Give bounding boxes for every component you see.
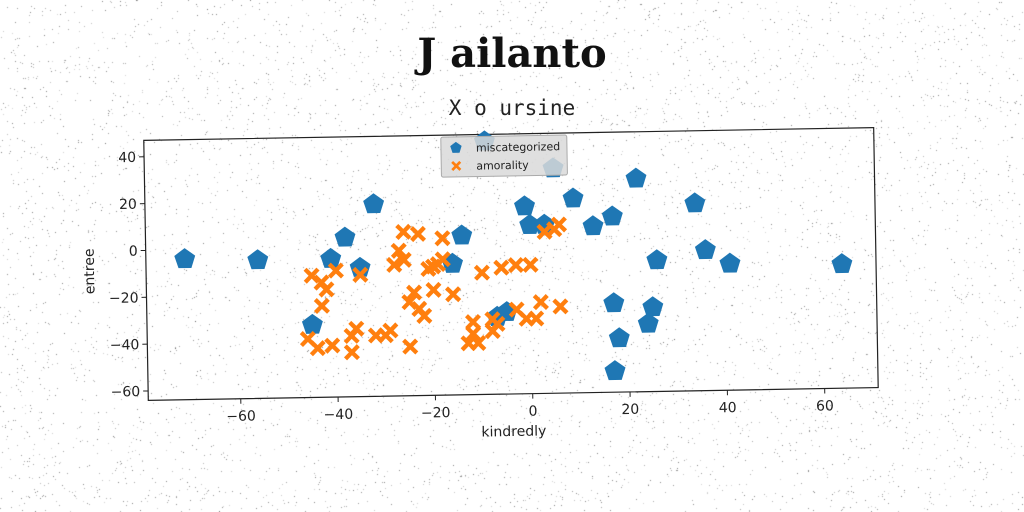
point-miscategorized xyxy=(301,313,323,334)
y-tick-label: −60 xyxy=(110,384,140,401)
point-miscategorized xyxy=(582,215,604,236)
x-tick-label: 60 xyxy=(816,398,834,414)
point-amorality xyxy=(470,334,487,352)
point-amorality xyxy=(395,223,412,240)
point-miscategorized xyxy=(562,187,584,208)
point-amorality xyxy=(465,313,482,331)
x-axis-label: kindredly xyxy=(481,423,546,440)
point-miscategorized xyxy=(642,296,664,317)
point-amorality xyxy=(352,266,369,283)
point-miscategorized xyxy=(334,226,356,247)
point-miscategorized xyxy=(604,360,626,381)
point-amorality xyxy=(313,297,330,314)
point-miscategorized xyxy=(646,249,668,270)
y-tick-label: 40 xyxy=(118,150,136,166)
point-amorality xyxy=(318,281,335,298)
point-miscategorized xyxy=(831,253,853,274)
point-amorality xyxy=(406,284,423,301)
point-amorality xyxy=(402,338,419,355)
point-miscategorized xyxy=(519,214,541,235)
point-miscategorized xyxy=(514,195,536,216)
x-axis: −60 −40 −20 0 20 40 60 xyxy=(226,388,834,425)
plot-area xyxy=(143,127,879,401)
point-amorality xyxy=(390,242,407,259)
legend: miscategorized amorality xyxy=(440,134,568,178)
x-tick-label: −40 xyxy=(323,407,353,424)
point-amorality xyxy=(473,264,491,281)
point-amorality xyxy=(550,216,568,233)
point-miscategorized xyxy=(694,239,716,260)
point-amorality xyxy=(528,310,545,327)
legend-marker xyxy=(451,160,462,171)
point-amorality xyxy=(409,225,427,243)
point-amorality xyxy=(343,344,360,361)
plot-group: −60 −40 −20 0 20 40 60 −60 −40 −20 0 20 40 miscateg… xyxy=(82,127,879,441)
point-miscategorized xyxy=(684,192,706,213)
y-tick-label: −40 xyxy=(110,337,140,354)
y-axis: −60 −40 −20 0 20 40 xyxy=(109,150,149,401)
point-amorality xyxy=(416,307,433,324)
point-miscategorized xyxy=(608,327,630,348)
point-amorality xyxy=(552,298,569,315)
point-amorality xyxy=(434,251,451,268)
point-amorality xyxy=(522,256,539,273)
point-amorality xyxy=(348,320,365,337)
legend-box xyxy=(440,134,568,178)
point-miscategorized xyxy=(625,167,647,188)
y-tick-label: 0 xyxy=(129,244,138,260)
point-miscategorized xyxy=(451,224,473,245)
point-miscategorized xyxy=(174,248,196,269)
point-amorality xyxy=(327,262,344,279)
point-amorality xyxy=(395,251,412,269)
point-miscategorized xyxy=(601,205,623,226)
chart-subtitle: X o ursine xyxy=(448,96,576,120)
legend-label: amorality xyxy=(476,159,529,173)
x-tick-label: 0 xyxy=(528,404,537,420)
point-miscategorized xyxy=(442,252,464,273)
x-tick-label: −20 xyxy=(421,405,451,422)
legend-marker xyxy=(450,141,462,153)
y-tick-label: −20 xyxy=(109,290,139,307)
y-axis-label: entree xyxy=(82,248,99,294)
point-amorality xyxy=(445,286,462,303)
chart-title: J ailanto xyxy=(417,30,607,77)
point-amorality xyxy=(489,315,506,333)
point-miscategorized xyxy=(637,312,659,333)
point-miscategorized xyxy=(603,292,625,313)
x-tick-label: −60 xyxy=(226,408,256,425)
point-amorality xyxy=(386,256,403,273)
point-amorality xyxy=(382,322,399,339)
point-amorality xyxy=(532,293,549,311)
point-amorality xyxy=(434,230,451,247)
x-tick-label: 40 xyxy=(719,400,737,416)
point-miscategorized xyxy=(247,249,269,270)
legend-label: miscategorized xyxy=(476,140,560,154)
point-miscategorized xyxy=(363,193,385,214)
y-tick-label: 20 xyxy=(119,197,137,213)
point-miscategorized xyxy=(320,247,342,268)
point-amorality xyxy=(493,259,510,276)
point-amorality xyxy=(324,337,341,354)
data-points xyxy=(174,130,853,381)
point-amorality xyxy=(425,281,442,299)
point-miscategorized xyxy=(719,252,741,273)
point-amorality xyxy=(309,340,326,357)
point-amorality xyxy=(465,325,482,342)
point-amorality xyxy=(507,257,524,274)
x-tick-label: 20 xyxy=(621,402,639,418)
